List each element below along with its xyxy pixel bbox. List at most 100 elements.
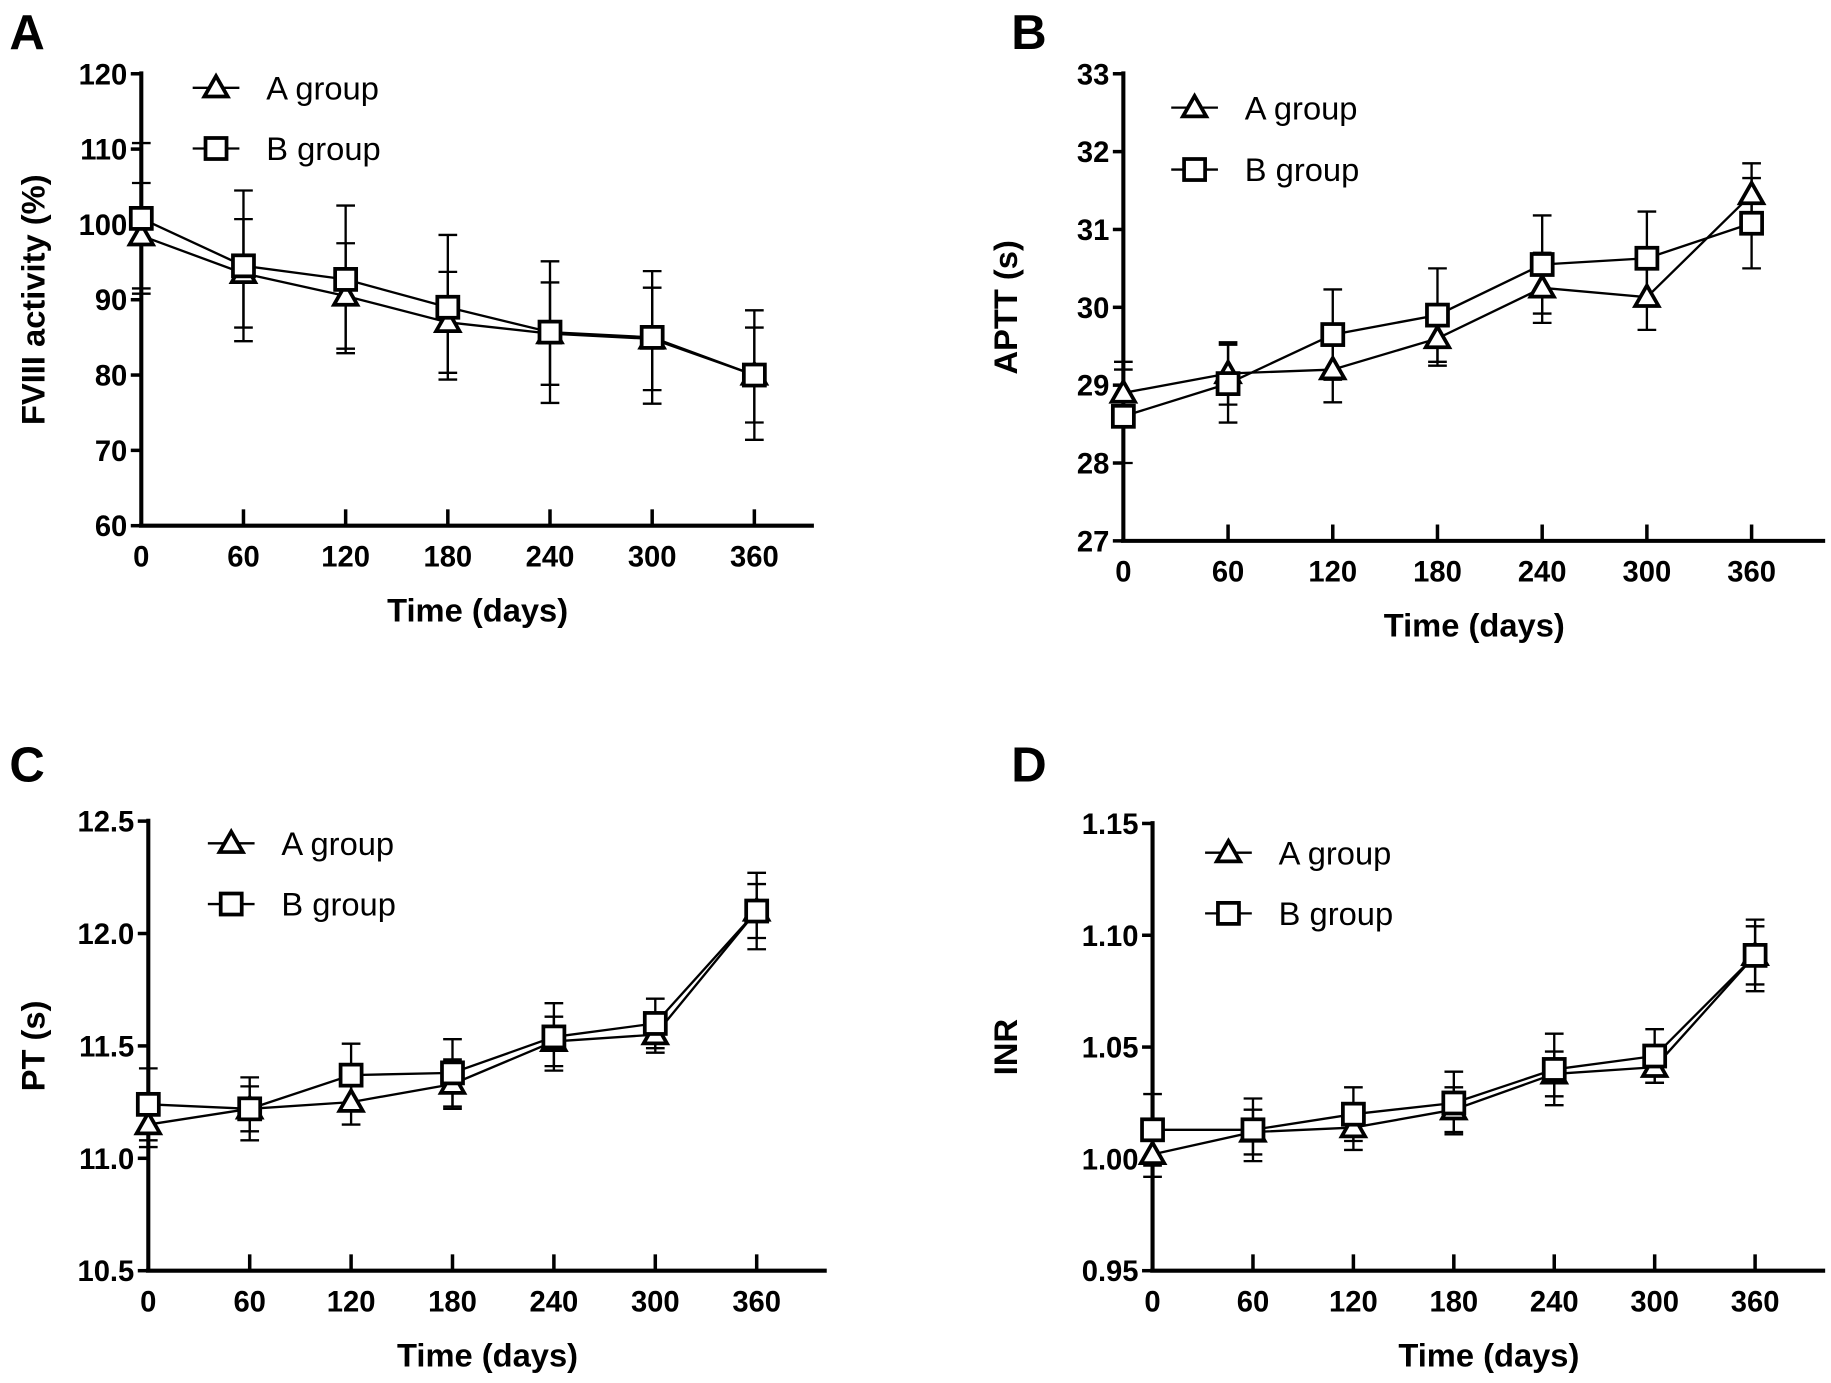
- x-tick-label: 240: [1530, 1287, 1579, 1319]
- square-marker: [1529, 252, 1555, 277]
- square-marker: [435, 294, 461, 320]
- legend-item: B group: [192, 130, 381, 167]
- panel-label: A: [9, 6, 44, 60]
- x-tick-label: 120: [1329, 1287, 1378, 1319]
- square-marker: [1739, 210, 1764, 236]
- x-tick-label: 60: [227, 542, 259, 574]
- square-marker: [1742, 943, 1768, 968]
- legend-triangle-icon: [216, 827, 247, 854]
- legend-square-icon: [1182, 157, 1207, 182]
- x-tick-label: 240: [526, 542, 575, 574]
- y-tick-label: 90: [95, 285, 127, 317]
- triangle-marker: [336, 1086, 366, 1113]
- x-axis-title: Time (days): [1398, 1336, 1579, 1373]
- y-tick-label: 27: [1077, 526, 1109, 558]
- square-marker: [537, 319, 563, 345]
- x-tick-label: 0: [140, 1287, 156, 1319]
- x-tick-label: 0: [1115, 557, 1131, 589]
- y-tick-label: 30: [1077, 293, 1109, 325]
- x-tick-label: 120: [321, 542, 370, 574]
- y-tick-label: 1.15: [1082, 809, 1139, 841]
- y-tick-label: 60: [95, 511, 127, 543]
- x-tick-label: 300: [631, 1287, 680, 1319]
- triangle-marker: [1527, 272, 1558, 299]
- y-tick-label: 12.0: [77, 919, 134, 951]
- legend-square-icon: [203, 136, 229, 161]
- panel-label: B: [1011, 6, 1046, 60]
- square-marker: [135, 1091, 161, 1117]
- x-axis-title: Time (days): [1384, 607, 1565, 644]
- x-tick-label: 180: [428, 1287, 477, 1319]
- y-tick-label: 80: [95, 361, 127, 393]
- legend-label: A group: [1245, 89, 1358, 126]
- square-marker: [1425, 302, 1450, 328]
- square-marker: [1140, 1117, 1165, 1143]
- x-tick-label: 360: [1731, 1287, 1780, 1319]
- y-tick-label: 1.10: [1082, 921, 1139, 953]
- x-tick-label: 180: [423, 542, 472, 574]
- square-marker: [1341, 1101, 1366, 1127]
- x-tick-label: 360: [1727, 557, 1776, 589]
- triangle-marker: [330, 280, 361, 307]
- y-tick-label: 10.5: [77, 1256, 134, 1288]
- x-tick-label: 60: [233, 1287, 265, 1319]
- y-tick-label: 1.00: [1082, 1144, 1139, 1176]
- legend-item: B group: [1205, 895, 1393, 932]
- square-marker: [744, 898, 770, 924]
- square-marker: [639, 325, 665, 350]
- x-tick-label: 180: [1413, 557, 1462, 589]
- legend-label: A group: [1279, 834, 1392, 871]
- y-tick-label: 11.0: [79, 1144, 134, 1176]
- legend-label: A group: [266, 69, 379, 106]
- x-tick-label: 300: [628, 542, 677, 574]
- y-tick-label: 110: [80, 135, 127, 167]
- triangle-marker: [432, 306, 463, 333]
- legend-square-icon: [1216, 900, 1241, 926]
- y-tick-label: 11.5: [79, 1031, 134, 1063]
- x-tick-label: 60: [1237, 1287, 1269, 1319]
- triangle-marker: [1736, 178, 1767, 206]
- square-marker: [1642, 1043, 1668, 1069]
- legend-label: B group: [281, 886, 396, 923]
- y-tick-label: 12.5: [77, 807, 134, 839]
- legend-label: A group: [281, 825, 394, 862]
- x-axis-title: Time (days): [397, 1336, 578, 1373]
- x-tick-label: 300: [1630, 1287, 1679, 1319]
- square-marker: [333, 267, 359, 292]
- x-tick-label: 180: [1429, 1287, 1478, 1319]
- x-tick-label: 360: [732, 1287, 781, 1319]
- x-tick-label: 120: [1308, 557, 1357, 589]
- triangle-marker: [1422, 323, 1453, 350]
- legend-item: A group: [1171, 89, 1357, 126]
- panel-b: B 27 28 29 30 31 32 33 0 60 120 180 240 300 360 Time (d…: [987, 6, 1826, 644]
- x-tick-label: 240: [530, 1287, 579, 1319]
- y-tick-label: 100: [79, 210, 128, 242]
- square-marker: [1541, 1057, 1567, 1082]
- square-marker: [1441, 1090, 1467, 1116]
- triangle-marker: [1137, 1138, 1168, 1166]
- square-marker: [440, 1060, 465, 1086]
- y-axis-title: FVIII activity (%): [14, 174, 51, 425]
- x-tick-label: 60: [1212, 557, 1244, 589]
- y-tick-label: 31: [1077, 215, 1109, 247]
- y-tick-label: 70: [95, 436, 127, 468]
- triangle-marker: [1317, 354, 1348, 381]
- x-tick-label: 300: [1623, 557, 1672, 589]
- y-tick-label: 120: [79, 59, 128, 91]
- y-tick-label: 32: [1077, 137, 1109, 169]
- legend-square-icon: [218, 891, 244, 917]
- y-tick-label: 0.95: [1082, 1256, 1139, 1288]
- triangle-marker: [126, 220, 157, 247]
- legend-triangle-icon: [1179, 92, 1210, 119]
- y-axis-title: INR: [987, 1019, 1024, 1075]
- legend-triangle-icon: [201, 72, 231, 99]
- y-tick-label: 33: [1077, 59, 1109, 91]
- square-marker: [1110, 403, 1136, 429]
- legend-item: A group: [1205, 834, 1391, 871]
- square-marker: [1240, 1117, 1266, 1143]
- square-marker: [237, 1096, 263, 1122]
- series-b: [131, 141, 764, 441]
- legend-label: B group: [266, 130, 381, 167]
- x-tick-label: 240: [1518, 557, 1567, 589]
